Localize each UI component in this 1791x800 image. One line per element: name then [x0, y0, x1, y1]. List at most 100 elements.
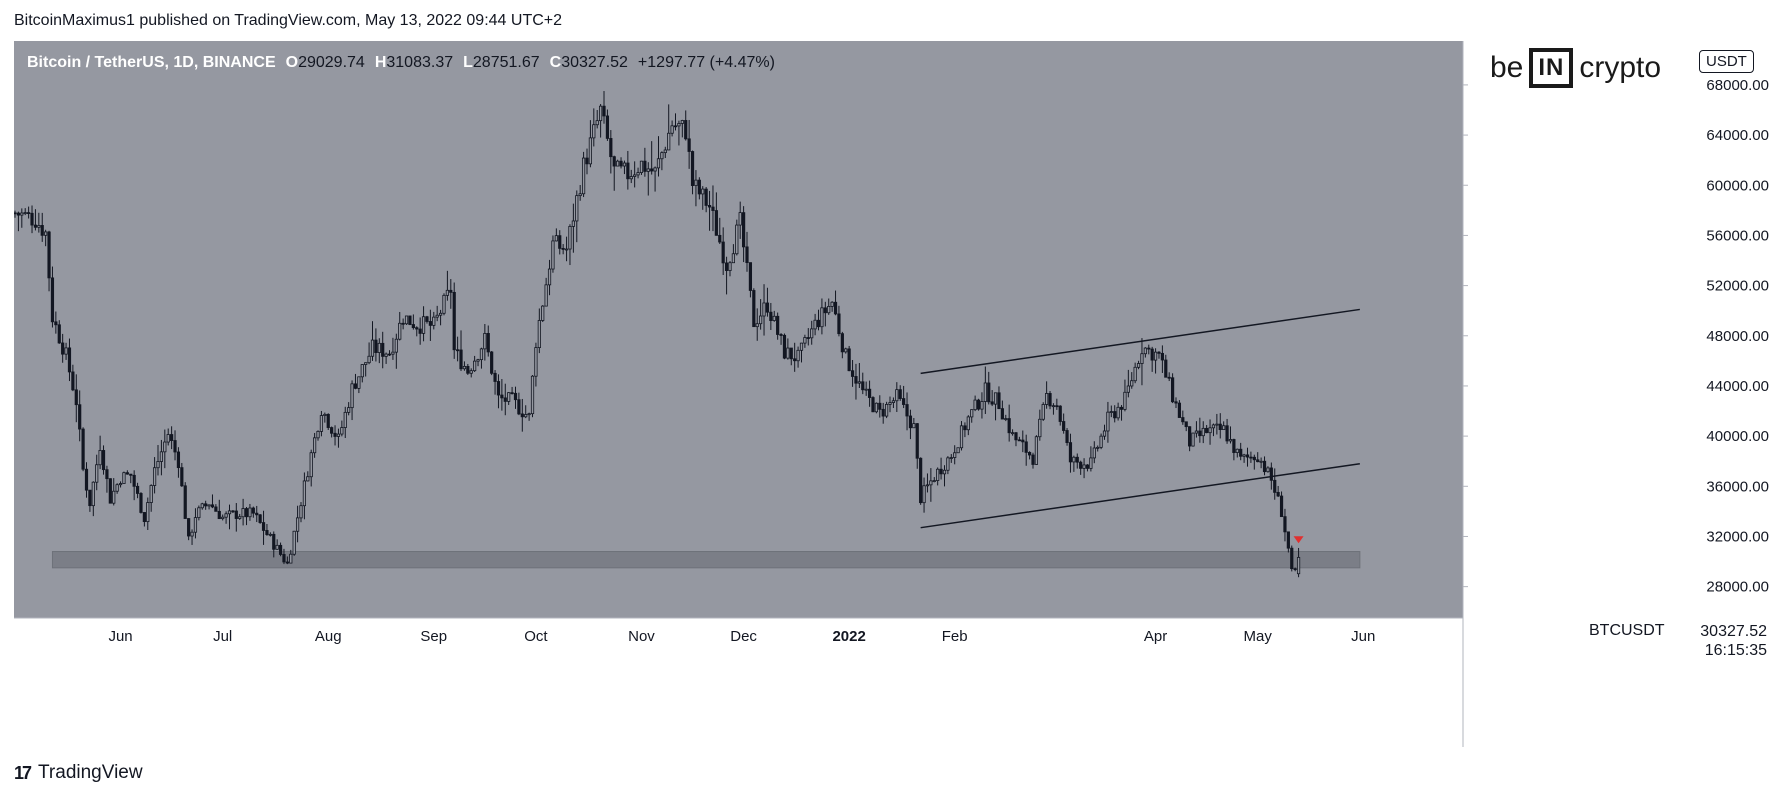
candle-body — [728, 262, 732, 271]
candle-body — [959, 425, 964, 449]
change-value: +1297.77 (+4.47%) — [637, 54, 775, 71]
candle-body — [588, 137, 592, 165]
time-tick-label: Jun — [108, 628, 132, 645]
candle-body — [238, 516, 242, 519]
candle-body — [919, 457, 923, 504]
candle-body — [16, 212, 21, 216]
candle-body — [956, 447, 960, 454]
candle-body — [292, 530, 296, 555]
candle-body — [782, 334, 787, 359]
candle-body — [939, 468, 943, 475]
candle-body — [398, 322, 402, 340]
candle-body — [1283, 516, 1287, 533]
candle-body — [742, 212, 746, 248]
candle-body — [1160, 352, 1164, 361]
candle-body — [125, 472, 129, 475]
candle-body — [163, 441, 167, 453]
tradingview-brand: TradingView — [38, 762, 143, 783]
candle-body — [1279, 495, 1284, 518]
beincrypto-logo: be IN crypto — [1490, 48, 1661, 88]
candle-body — [1201, 427, 1205, 437]
candle-body — [854, 376, 858, 384]
candle-body — [619, 160, 623, 167]
candle-body — [1198, 430, 1202, 437]
candle-body — [261, 522, 266, 531]
last-price: 30327.52 — [1700, 623, 1767, 640]
candle-body — [1239, 448, 1243, 457]
tradingview-footer[interactable]: 17 TradingView — [14, 762, 143, 784]
candle-body — [101, 450, 106, 471]
candle-body — [268, 533, 272, 536]
candle-body — [176, 451, 181, 469]
candle-body — [149, 485, 153, 503]
time-tick-label: Jul — [213, 628, 232, 645]
candle-body — [187, 518, 191, 537]
candle-body — [91, 481, 95, 507]
candle-body — [1208, 427, 1212, 434]
candle-body — [1096, 446, 1100, 449]
price-tick-label: 28000.00 — [1706, 579, 1769, 596]
candle-body — [776, 315, 780, 335]
candle-body — [993, 392, 998, 405]
candle-body — [503, 397, 507, 402]
candle-body — [680, 120, 684, 124]
candle-body — [462, 366, 467, 370]
logo-suffix: crypto — [1579, 51, 1662, 84]
candle-body — [714, 210, 718, 236]
candle-body — [925, 484, 930, 487]
candle-body — [340, 427, 344, 435]
candle-body — [295, 517, 300, 532]
candle-body — [142, 512, 146, 523]
candle-body — [1007, 418, 1011, 434]
candle-body — [394, 338, 398, 353]
candle-body — [1126, 385, 1130, 393]
channel-upper-line — [920, 308, 1360, 375]
candle-body — [415, 327, 419, 330]
candle-body — [558, 235, 562, 249]
candle-body — [885, 403, 889, 417]
candle-body — [568, 226, 572, 250]
price-chart[interactable]: 28000.00 32000.00 36000.00 40000.00 44000.00… — [14, 41, 1777, 747]
candle-body — [697, 179, 701, 195]
candle-body — [258, 514, 262, 523]
candle-body — [1051, 405, 1056, 408]
candle-body — [1242, 454, 1246, 457]
candle-body — [963, 425, 967, 431]
candle-body — [537, 320, 541, 348]
price-tick-label: 64000.00 — [1706, 127, 1769, 144]
price-tick-label: 48000.00 — [1706, 328, 1769, 345]
candle-body — [197, 507, 201, 519]
candle-body — [1068, 442, 1073, 463]
currency-badge[interactable]: USDT — [1699, 50, 1754, 73]
candle-body — [1106, 411, 1110, 432]
candle-body — [796, 349, 800, 362]
candle-body — [285, 561, 289, 564]
candle-body — [711, 206, 715, 211]
candle-body — [946, 457, 950, 471]
candle-body — [166, 434, 170, 443]
candle-body — [1082, 464, 1086, 469]
candle-body — [718, 234, 722, 243]
candle-body — [1259, 460, 1263, 463]
candle-body — [561, 247, 565, 250]
candle-body — [629, 176, 633, 180]
candle-body — [50, 277, 55, 323]
plot-area — [14, 41, 1463, 618]
candle-body — [633, 174, 637, 177]
candle-body — [27, 212, 31, 214]
time-tick-label: 2022 — [832, 628, 865, 645]
candle-body — [932, 480, 936, 482]
price-tick-label: 44000.00 — [1706, 378, 1769, 395]
candle-body — [639, 160, 644, 173]
candle-body — [1269, 467, 1273, 481]
candle-body — [830, 301, 834, 307]
candle-body — [442, 294, 446, 314]
candle-body — [902, 398, 906, 405]
candle-body — [704, 188, 708, 206]
channel-lower-line — [920, 462, 1360, 529]
candle-body — [544, 284, 548, 307]
candle-body — [1058, 405, 1062, 422]
price-tick-label: 68000.00 — [1706, 77, 1769, 94]
candle-body — [289, 553, 293, 564]
candle-body — [616, 160, 620, 167]
